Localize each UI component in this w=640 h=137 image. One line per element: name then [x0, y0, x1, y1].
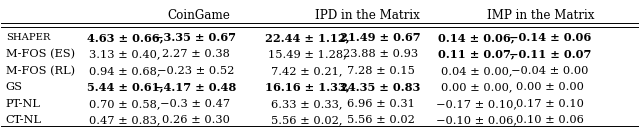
Text: 0.10 ± 0.06: 0.10 ± 0.06: [516, 115, 584, 125]
Text: −0.17 ± 0.10,: −0.17 ± 0.10,: [436, 99, 517, 109]
Text: 4.63 ± 0.66,: 4.63 ± 0.66,: [87, 32, 164, 43]
Text: −0.11 ± 0.07: −0.11 ± 0.07: [509, 49, 591, 60]
Text: 0.17 ± 0.10: 0.17 ± 0.10: [516, 99, 584, 109]
Text: PT-NL: PT-NL: [6, 99, 41, 109]
Text: 23.88 ± 0.93: 23.88 ± 0.93: [343, 49, 418, 59]
Text: −0.10 ± 0.06,: −0.10 ± 0.06,: [436, 115, 517, 125]
Text: 0.00 ± 0.00,: 0.00 ± 0.00,: [441, 82, 512, 92]
Text: 5.44 ± 0.61,: 5.44 ± 0.61,: [87, 82, 164, 93]
Text: −0.23 ± 0.52: −0.23 ± 0.52: [157, 66, 234, 76]
Text: IPD in the Matrix: IPD in the Matrix: [316, 9, 420, 22]
Text: 0.11 ± 0.07,: 0.11 ± 0.07,: [438, 49, 515, 60]
Text: IMP in the Matrix: IMP in the Matrix: [486, 9, 594, 22]
Text: 5.56 ± 0.02,: 5.56 ± 0.02,: [271, 115, 343, 125]
Text: 0.94 ± 0.68,: 0.94 ± 0.68,: [90, 66, 161, 76]
Text: M-FOS (RL): M-FOS (RL): [6, 66, 75, 76]
Text: −0.14 ± 0.06: −0.14 ± 0.06: [509, 32, 591, 43]
Text: 16.16 ± 1.33,: 16.16 ± 1.33,: [265, 82, 349, 93]
Text: −0.04 ± 0.00: −0.04 ± 0.00: [511, 66, 589, 76]
Text: CoinGame: CoinGame: [167, 9, 230, 22]
Text: 2.27 ± 0.38: 2.27 ± 0.38: [161, 49, 229, 59]
Text: −0.3 ± 0.47: −0.3 ± 0.47: [161, 99, 230, 109]
Text: 15.49 ± 1.28,: 15.49 ± 1.28,: [268, 49, 347, 59]
Text: GS: GS: [6, 82, 23, 92]
Text: −3.35 ± 0.67: −3.35 ± 0.67: [154, 32, 236, 43]
Text: 0.47 ± 0.83,: 0.47 ± 0.83,: [90, 115, 161, 125]
Text: 6.96 ± 0.31: 6.96 ± 0.31: [347, 99, 415, 109]
Text: M-FOS (ES): M-FOS (ES): [6, 49, 75, 59]
Text: 21.49 ± 0.67: 21.49 ± 0.67: [340, 32, 421, 43]
Text: 7.28 ± 0.15: 7.28 ± 0.15: [347, 66, 415, 76]
Text: 22.44 ± 1.12,: 22.44 ± 1.12,: [265, 32, 349, 43]
Text: 6.33 ± 0.33,: 6.33 ± 0.33,: [271, 99, 343, 109]
Text: −4.17 ± 0.48: −4.17 ± 0.48: [154, 82, 237, 93]
Text: 5.56 ± 0.02: 5.56 ± 0.02: [347, 115, 415, 125]
Text: CT-NL: CT-NL: [6, 115, 42, 125]
Text: 0.26 ± 0.30: 0.26 ± 0.30: [161, 115, 229, 125]
Text: 7.42 ± 0.21,: 7.42 ± 0.21,: [271, 66, 343, 76]
Text: 0.14 ± 0.06,: 0.14 ± 0.06,: [438, 32, 515, 43]
Text: 0.70 ± 0.58,: 0.70 ± 0.58,: [90, 99, 161, 109]
Text: SHAPER: SHAPER: [6, 33, 50, 42]
Text: 0.00 ± 0.00: 0.00 ± 0.00: [516, 82, 584, 92]
Text: 3.13 ± 0.40,: 3.13 ± 0.40,: [90, 49, 161, 59]
Text: 0.04 ± 0.00,: 0.04 ± 0.00,: [441, 66, 512, 76]
Text: 24.35 ± 0.83: 24.35 ± 0.83: [340, 82, 421, 93]
